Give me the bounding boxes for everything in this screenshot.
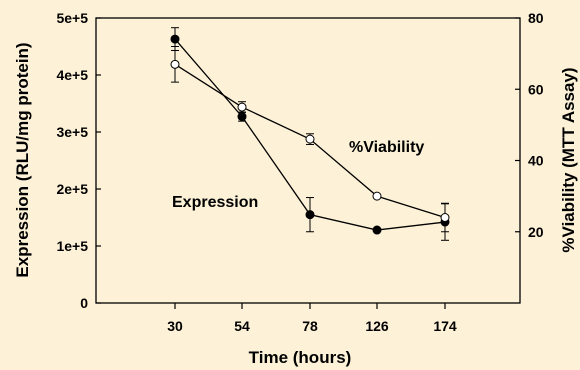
x-axis: 30 54 78 126 174	[167, 303, 457, 334]
left-tick-label: 3e+5	[56, 124, 88, 140]
x-tick-label: 126	[365, 318, 389, 334]
series-layer	[170, 27, 450, 241]
right-axis-title: %Viability (MTT Assay)	[559, 67, 578, 252]
x-tick-label: 78	[302, 318, 318, 334]
series-label-expression: Expression	[172, 194, 258, 211]
left-tick-label: 0	[80, 295, 88, 311]
left-tick-label: 2e+5	[56, 181, 88, 197]
x-tick-label: 174	[433, 318, 457, 334]
viability-point	[372, 191, 382, 201]
expression-point	[372, 225, 382, 235]
left-axis-title: Expression (RLU/mg protein)	[13, 42, 32, 277]
right-axis: 20 40 60 80	[515, 10, 544, 240]
right-tick-label: 60	[528, 81, 544, 97]
plot-frame	[95, 17, 521, 304]
viability-point	[440, 213, 450, 222]
viability-point	[237, 102, 247, 112]
x-tick-label: 54	[234, 318, 250, 334]
viability-point	[305, 134, 315, 144]
left-tick-label: 5e+5	[56, 10, 88, 26]
right-tick-label: 40	[528, 153, 544, 169]
viability-point	[170, 59, 180, 69]
series-label-viability: %Viability	[349, 139, 424, 156]
expression-point	[170, 34, 180, 44]
left-tick-label: 1e+5	[56, 238, 88, 254]
x-tick-label: 30	[167, 318, 183, 334]
right-tick-label: 80	[528, 10, 544, 26]
expression-point	[305, 210, 315, 220]
right-tick-label: 20	[528, 224, 544, 240]
left-tick-label: 4e+5	[56, 67, 88, 83]
expression-point	[237, 112, 247, 122]
x-axis-title: Time (hours)	[249, 348, 352, 367]
left-axis: 0 1e+5 2e+5 3e+5 4e+5 5e+5	[56, 10, 101, 311]
